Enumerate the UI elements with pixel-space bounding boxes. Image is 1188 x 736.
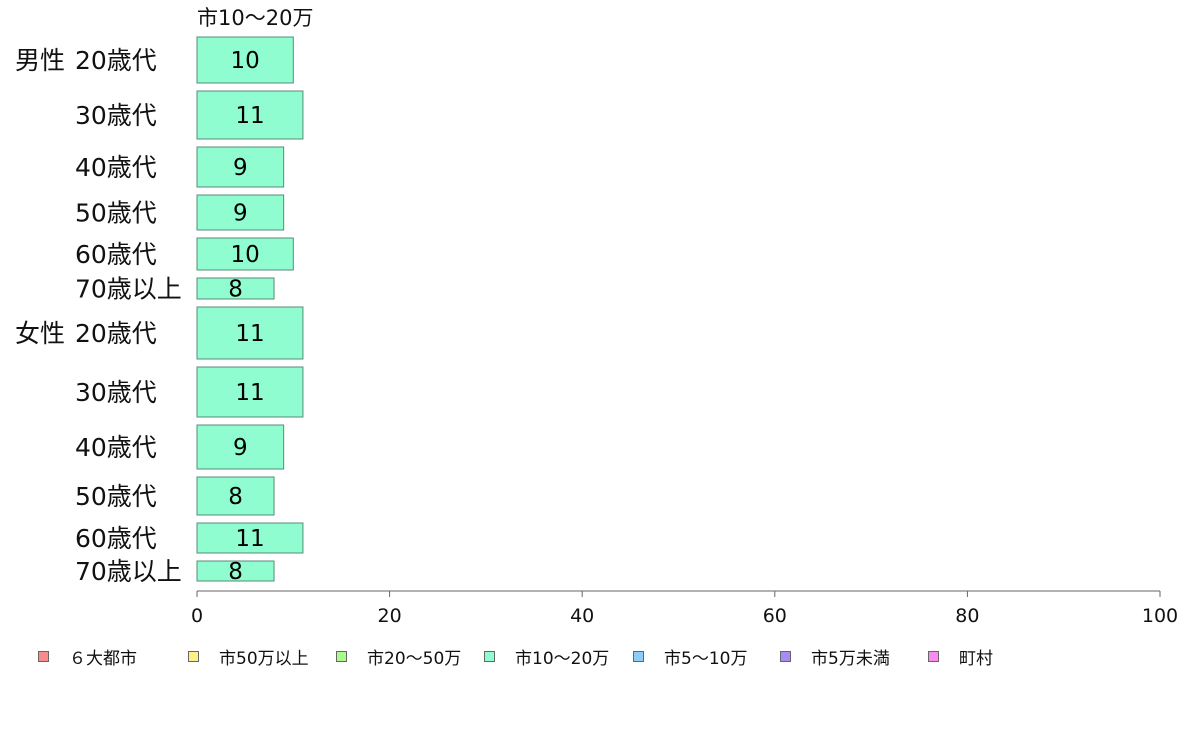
legend-swatch <box>928 651 939 662</box>
legend-swatch <box>336 651 347 662</box>
legend-label: 町村 <box>959 649 993 669</box>
bar-male-2 <box>196 146 285 188</box>
category-label: 40歳代 <box>75 433 157 462</box>
category-label: 20歳代 <box>75 319 157 348</box>
column-header: 市10〜20万 <box>197 6 313 30</box>
bar-male-4 <box>196 237 294 271</box>
legend-item: 市5万未満 <box>780 644 890 669</box>
group-label: 女性 <box>15 319 65 348</box>
category-label: 40歳代 <box>75 153 157 182</box>
bar-value-label: 8 <box>228 559 243 585</box>
x-axis: 0 20 40 60 80 100 <box>191 590 1178 627</box>
legend-item: 市5〜10万 <box>633 644 747 669</box>
bar-female-0 <box>196 306 304 360</box>
bar-male-1 <box>196 90 304 140</box>
x-tick-label: 40 <box>570 605 594 627</box>
bar-male-3 <box>196 194 285 231</box>
category-label: 60歳代 <box>75 240 157 269</box>
category-label: 50歳代 <box>75 482 157 511</box>
bar-value-label: 11 <box>235 526 264 552</box>
bar-female-2 <box>196 424 285 470</box>
legend-item: 市10〜20万 <box>484 644 609 669</box>
legend-swatch <box>188 651 199 662</box>
bar-female-4 <box>196 522 304 554</box>
category-label: 60歳代 <box>75 524 157 553</box>
bar-value-label: 11 <box>235 321 264 347</box>
bar-value-label: 9 <box>233 155 248 181</box>
bar-value-label: 10 <box>231 48 260 74</box>
group-label: 男性 <box>15 46 65 75</box>
legend-label: 市5〜10万 <box>664 649 748 669</box>
legend-swatch <box>633 651 644 662</box>
x-tick-label: 80 <box>955 605 979 627</box>
legend-swatch <box>38 651 49 662</box>
legend-swatch <box>484 651 495 662</box>
legend-label: 市5万未満 <box>811 649 890 669</box>
x-tick-label: 100 <box>1142 605 1178 627</box>
bar-female-1 <box>196 366 304 418</box>
category-label: 30歳代 <box>75 101 157 130</box>
bar-value-label: 8 <box>228 277 243 303</box>
legend-label: 市10〜20万 <box>515 649 610 669</box>
bar-value-label: 11 <box>235 380 264 406</box>
bar-male-5 <box>196 277 275 300</box>
bar-female-3 <box>196 476 275 516</box>
bar-female-5 <box>196 560 275 582</box>
legend-item: 町村 <box>928 644 993 669</box>
bars-layer: 1020歳代男性1130歳代940歳代950歳代1060歳代870歳以上1120… <box>15 36 304 586</box>
legend-item: 市20〜50万 <box>336 644 461 669</box>
bar-value-label: 10 <box>231 242 260 268</box>
legend-label: 市20〜50万 <box>367 649 462 669</box>
bar-value-label: 9 <box>233 435 248 461</box>
category-label: 20歳代 <box>75 46 157 75</box>
category-label: 70歳以上 <box>75 275 182 304</box>
category-label: 50歳代 <box>75 199 157 228</box>
category-label: 70歳以上 <box>75 557 182 586</box>
legend-label: 市50万以上 <box>219 649 309 669</box>
legend: ６大都市 市50万以上 市20〜50万 市10〜20万 市5〜10万 市5万未満 町村 <box>38 644 1158 669</box>
bar-value-label: 9 <box>233 201 248 227</box>
legend-item: 市50万以上 <box>188 644 309 669</box>
legend-swatch <box>780 651 791 662</box>
x-tick-label: 0 <box>191 605 203 627</box>
bar-value-label: 11 <box>235 103 264 129</box>
bar-value-label: 8 <box>228 484 243 510</box>
category-label: 30歳代 <box>75 378 157 407</box>
x-tick-label: 20 <box>378 605 402 627</box>
legend-item: ６大都市 <box>38 644 137 669</box>
x-tick-label: 60 <box>763 605 787 627</box>
legend-label: ６大都市 <box>69 649 137 669</box>
bar-male-0 <box>196 36 294 84</box>
